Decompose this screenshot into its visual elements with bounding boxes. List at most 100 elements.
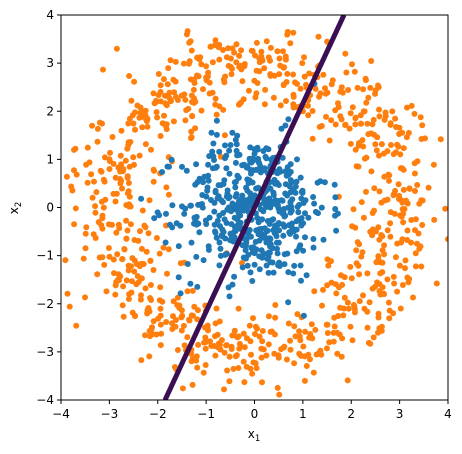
data-point-blue xyxy=(256,160,263,167)
data-point-blue xyxy=(225,195,232,202)
data-point-orange xyxy=(324,345,330,352)
data-point-orange xyxy=(221,349,228,356)
data-point-orange xyxy=(233,41,240,48)
x-tick-label: −3 xyxy=(101,407,119,421)
data-point-blue xyxy=(260,200,267,207)
data-point-orange xyxy=(241,344,248,351)
data-point-orange xyxy=(150,90,157,97)
data-point-orange xyxy=(142,285,149,292)
data-point-blue xyxy=(216,212,223,219)
data-point-orange xyxy=(261,101,268,108)
data-point-orange xyxy=(162,92,168,99)
data-point-orange xyxy=(296,333,303,340)
data-point-orange xyxy=(372,141,379,148)
data-point-orange xyxy=(123,235,130,242)
data-point-orange xyxy=(392,115,399,122)
data-point-orange xyxy=(161,112,167,119)
data-point-orange xyxy=(338,116,345,123)
data-point-orange xyxy=(157,305,164,312)
data-point-blue xyxy=(285,299,292,306)
data-point-blue xyxy=(287,189,294,196)
data-point-orange xyxy=(227,55,234,62)
data-point-orange xyxy=(235,403,241,409)
data-point-blue xyxy=(293,233,299,240)
data-point-blue xyxy=(226,293,233,300)
data-point-orange xyxy=(374,134,381,141)
data-point-blue xyxy=(332,206,339,212)
data-point-orange xyxy=(376,281,383,287)
data-point-orange xyxy=(330,338,337,345)
data-point-blue xyxy=(193,221,200,228)
data-point-orange xyxy=(243,363,250,370)
data-point-blue xyxy=(314,179,321,186)
data-point-orange xyxy=(142,224,149,231)
data-point-orange xyxy=(114,251,121,258)
data-point-blue xyxy=(235,198,242,205)
data-point-orange xyxy=(62,257,69,264)
data-point-orange xyxy=(290,91,297,98)
data-point-orange xyxy=(376,188,383,195)
data-point-orange xyxy=(254,80,261,86)
data-point-orange xyxy=(303,81,309,88)
data-point-orange xyxy=(332,121,339,128)
data-point-blue xyxy=(234,172,241,179)
data-point-orange xyxy=(172,93,179,100)
data-point-blue xyxy=(239,242,246,249)
data-point-orange xyxy=(103,288,110,295)
data-point-orange xyxy=(406,276,413,282)
data-point-blue xyxy=(205,161,212,168)
data-point-orange xyxy=(294,311,301,318)
y-tick-label: −2 xyxy=(36,297,54,311)
data-point-orange xyxy=(186,316,192,323)
data-point-orange xyxy=(96,254,103,261)
data-point-blue xyxy=(211,157,217,163)
data-point-blue xyxy=(241,202,248,209)
data-point-orange xyxy=(309,335,316,342)
data-point-blue xyxy=(290,270,297,277)
data-point-orange xyxy=(157,312,164,319)
y-tick-label: −3 xyxy=(36,345,54,359)
data-point-blue xyxy=(256,253,263,260)
data-point-orange xyxy=(253,365,260,372)
data-point-orange xyxy=(99,225,106,232)
data-point-orange xyxy=(236,345,243,352)
data-point-orange xyxy=(241,379,248,386)
data-point-orange xyxy=(284,70,291,77)
data-point-orange xyxy=(72,205,79,212)
data-point-orange xyxy=(178,92,185,99)
data-point-orange xyxy=(127,221,134,228)
data-point-orange xyxy=(150,178,157,185)
data-point-orange xyxy=(195,73,202,80)
data-point-orange xyxy=(296,350,303,357)
x-axis-ticks: −4 −3 −2 −1 0 1 2 3 4 xyxy=(52,400,452,421)
data-point-orange xyxy=(322,90,329,97)
data-point-orange xyxy=(262,86,269,93)
data-point-orange xyxy=(414,182,421,188)
data-point-orange xyxy=(292,79,298,86)
data-point-blue xyxy=(267,236,274,243)
data-point-blue xyxy=(261,165,268,172)
data-point-orange xyxy=(123,217,130,224)
data-point-orange xyxy=(316,93,323,100)
data-point-orange xyxy=(200,86,206,93)
data-point-orange xyxy=(397,151,404,158)
data-point-orange xyxy=(406,185,413,192)
data-point-orange xyxy=(328,258,334,265)
data-point-orange xyxy=(360,143,367,150)
data-point-orange xyxy=(142,332,148,339)
data-point-orange xyxy=(157,321,164,328)
data-point-orange xyxy=(335,313,342,319)
data-point-orange xyxy=(416,245,423,252)
data-point-blue xyxy=(256,266,263,273)
data-point-orange xyxy=(391,280,398,287)
data-point-orange xyxy=(412,188,418,194)
data-point-orange xyxy=(240,358,247,365)
data-point-blue xyxy=(208,129,215,136)
data-point-orange xyxy=(392,254,399,261)
data-point-orange xyxy=(183,107,190,114)
data-point-blue xyxy=(217,245,224,252)
data-point-blue xyxy=(248,170,254,177)
data-point-blue xyxy=(205,246,212,253)
data-point-orange xyxy=(347,323,354,330)
data-point-orange xyxy=(301,377,308,384)
